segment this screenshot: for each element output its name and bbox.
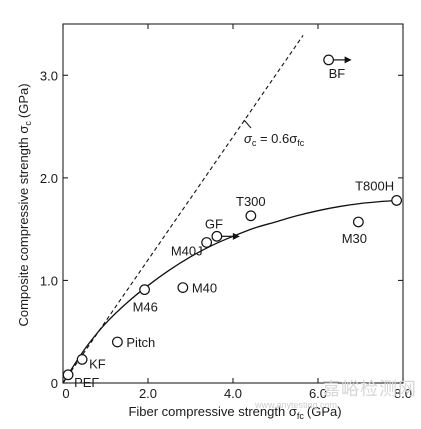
y-tick-label: 1.0 <box>40 273 58 288</box>
x-tick-label: 4.0 <box>224 386 242 401</box>
x-axis-title-sub: fc <box>297 411 305 421</box>
point-bf <box>323 54 335 66</box>
x-tick-label: 8.0 <box>394 386 412 401</box>
y-tick-label: 2.0 <box>40 171 58 186</box>
reference-label-leader <box>243 119 252 129</box>
y-axis-title-main: Composite compressive strength σ <box>16 126 31 327</box>
point-label-m40: M40 <box>192 281 217 296</box>
arrow-gf-head <box>232 232 240 240</box>
point-label-pitch: Pitch <box>126 335 155 350</box>
arrow-bf-head <box>344 56 352 64</box>
ref-label-mid: = 0.6σ <box>256 131 297 146</box>
x-axis-title-main: Fiber compressive strength σ <box>128 404 296 419</box>
point-label-bf: BF <box>329 66 346 81</box>
point-t300 <box>245 210 257 222</box>
x-tick-label: 2.0 <box>139 386 157 401</box>
point-m40 <box>177 282 189 294</box>
watermark-text: 嘉峪检测网 <box>322 379 417 399</box>
watermark-subtext: www.anytesting.com <box>254 400 337 410</box>
ref-label-sub1: c <box>252 138 257 148</box>
point-label-m30: M30 <box>342 231 367 246</box>
point-t800h <box>391 195 403 206</box>
y-tick-label: 0 <box>51 376 58 391</box>
ref-label-sigma: σ <box>244 131 253 146</box>
point-gf <box>211 230 223 242</box>
reference-line <box>62 34 304 384</box>
x-tick-label: 6.0 <box>309 386 327 401</box>
fit-curve <box>62 199 397 384</box>
x-axis-title: Fiber compressive strength σfc (GPa) <box>128 404 341 421</box>
point-label-t300: T300 <box>236 194 266 209</box>
y-axis-title-unit: (GPa) <box>16 83 31 118</box>
y-axis-title: Composite compressive strength σc (GPa) <box>16 83 33 326</box>
point-m30 <box>352 216 364 228</box>
point-m46 <box>139 284 151 296</box>
point-label-m40j: M40J <box>171 243 203 258</box>
point-label-gf: GF <box>205 216 223 231</box>
plot-frame <box>62 23 404 384</box>
point-label-t800h: T800H <box>355 178 394 193</box>
ref-label-sub2: fc <box>297 138 305 148</box>
point-pef <box>62 369 74 381</box>
point-label-pef: PEF <box>74 375 99 390</box>
point-label-m46: M46 <box>133 300 158 315</box>
y-tick-label: 3.0 <box>40 68 58 83</box>
y-axis-title-sub: c <box>23 121 33 126</box>
point-m40j <box>201 237 213 248</box>
point-pitch <box>111 336 123 348</box>
x-axis-title-unit: (GPa) <box>307 404 342 419</box>
x-tick-label: 0 <box>62 386 69 401</box>
axis-ticks <box>62 24 404 384</box>
point-kf <box>76 354 88 365</box>
tick-labels: 0 2.0 4.0 6.0 8.0 0 1.0 2.0 3.0 <box>40 68 412 401</box>
reference-line-label: σc = 0.6σfc <box>244 131 305 148</box>
point-label-kf: KF <box>89 356 106 371</box>
